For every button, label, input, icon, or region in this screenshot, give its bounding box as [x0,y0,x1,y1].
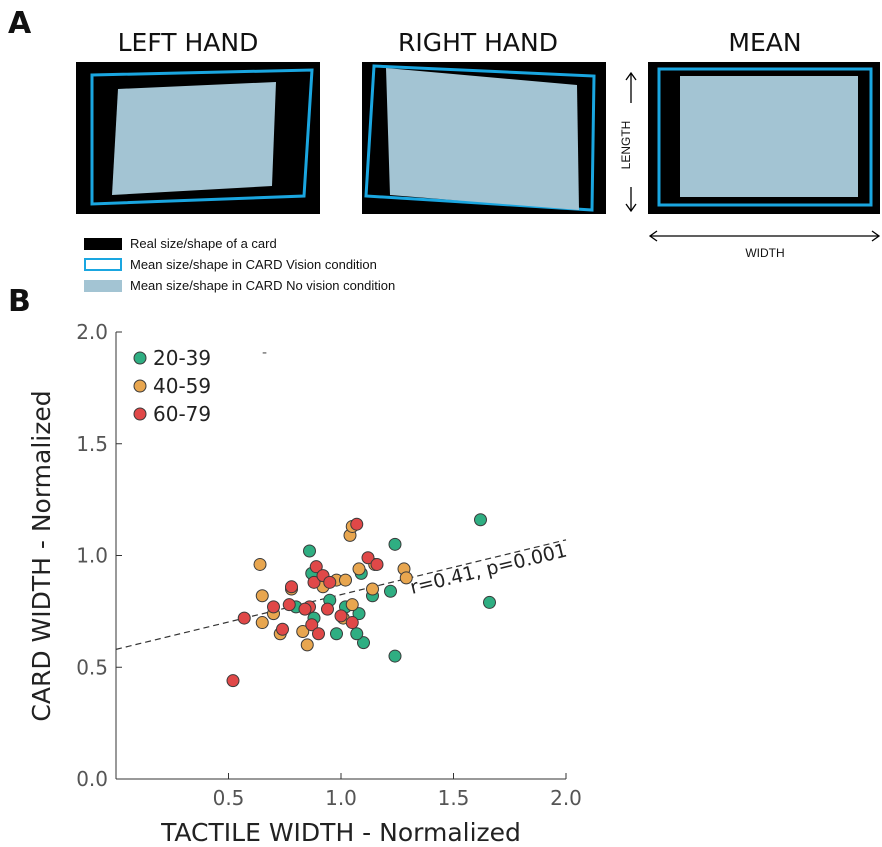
right-hand-title: RIGHT HAND [398,28,558,57]
data-point-60-79 [305,618,319,632]
data-point-60-79 [285,580,298,594]
data-point-40-59 [300,638,314,652]
data-point-60-79 [282,598,296,612]
left-hand-card-diagram [76,62,320,214]
data-point-20-39 [384,584,397,598]
legend-label-novision: Mean size/shape in CARD No vision condit… [130,278,396,293]
data-point-60-79 [226,674,240,688]
data-point-20-39 [352,607,366,621]
novision-card-shape [680,76,858,197]
x-tick-label: 0.5 [213,786,245,810]
data-point-40-59 [352,562,366,576]
data-point-40-59 [255,589,269,603]
x-axis-label: TACTILE WIDTH - Normalized [160,818,521,847]
vision-card-outline [90,68,314,206]
x-tick-label: 2.0 [550,786,582,810]
data-point-60-79 [350,517,364,531]
data-point-20-39 [330,627,343,641]
legend-item-novision: Mean size/shape in CARD No vision condit… [84,275,395,296]
panel-b-letter: B [8,284,31,319]
y-tick-label: 1.0 [76,544,108,568]
length-label: LENGTH [619,103,633,187]
legend-label-real: Real size/shape of a card [130,236,277,251]
data-point-60-79 [237,611,251,625]
legend-swatch-novision [84,279,122,292]
width-arrow [648,230,881,242]
data-point-20-39 [357,636,370,650]
scatter-plot: 0.5 1.0 1.5 2.0 0.0 0.5 1.0 1.5 2.0 20-39 40-59 60… [27,320,582,847]
right-hand-card-diagram [362,62,606,214]
data-point-60-79 [345,616,359,630]
data-point-40-59 [255,616,269,630]
x-tick-label: 1.5 [438,786,470,810]
legend-marker-60-79 [133,407,147,421]
data-point-20-39 [303,544,316,558]
data-point-40-59 [345,598,359,612]
y-tick-label: 2.0 [76,320,108,344]
data-point-60-79 [298,602,312,616]
y-tick-label: 0.0 [76,767,108,791]
legend-marker-40-59 [133,379,147,393]
data-point-60-79 [309,560,323,574]
data-point-40-59 [296,624,310,638]
legend-label-40-59: 40-59 [153,374,211,398]
trend-line [115,539,567,650]
data-point-40-59 [339,573,352,587]
panel-a-letter: A [8,6,32,41]
data-point-60-79 [323,575,337,589]
data-point-20-39 [474,513,487,527]
legend-item-vision: Mean size/shape in CARD Vision condition [84,254,395,275]
data-point-20-39 [388,649,402,663]
data-point-40-59 [253,557,267,571]
vision-card-outline [364,64,596,212]
age-legend: 20-39 40-59 60-79 [133,346,211,426]
card-legend: Real size/shape of a card Mean size/shap… [84,233,395,296]
legend-swatch-vision [84,258,122,271]
data-point-60-79 [321,602,334,616]
left-hand-title: LEFT HAND [117,28,259,57]
data-point-40-59 [366,582,379,596]
y-tick-label: 1.5 [76,432,108,456]
legend-swatch-real [84,237,122,250]
legend-item-real: Real size/shape of a card [84,233,395,254]
data-point-20-39 [483,595,496,609]
legend-label-vision: Mean size/shape in CARD Vision condition [130,257,377,272]
x-tick-label: 1.0 [325,786,357,810]
data-point-40-59 [399,571,413,585]
data-point-60-79 [276,622,289,636]
legend-label-20-39: 20-39 [153,346,211,370]
y-axis-label: CARD WIDTH - Normalized [27,390,56,721]
data-point-60-79 [361,551,375,565]
data-point-60-79 [307,575,321,589]
correlation-annotation: r=0.41, p=0.001 [408,540,569,599]
mean-card-diagram [648,62,880,214]
data-point-20-39 [388,537,402,551]
y-tick-label: 0.5 [76,655,108,679]
legend-label-60-79: 60-79 [153,402,211,426]
vision-card-outline [657,67,873,207]
stray-dash: - [262,345,267,361]
data-point-60-79 [267,600,280,614]
novision-card-shape [112,82,276,195]
legend-marker-20-39 [133,351,147,365]
novision-card-shape [386,68,579,210]
data-point-60-79 [312,627,325,641]
data-point-20-39 [350,627,364,641]
data-point-60-79 [334,609,348,623]
width-label: WIDTH [745,246,785,260]
mean-title: MEAN [728,28,802,57]
data-point-60-79 [370,557,384,571]
